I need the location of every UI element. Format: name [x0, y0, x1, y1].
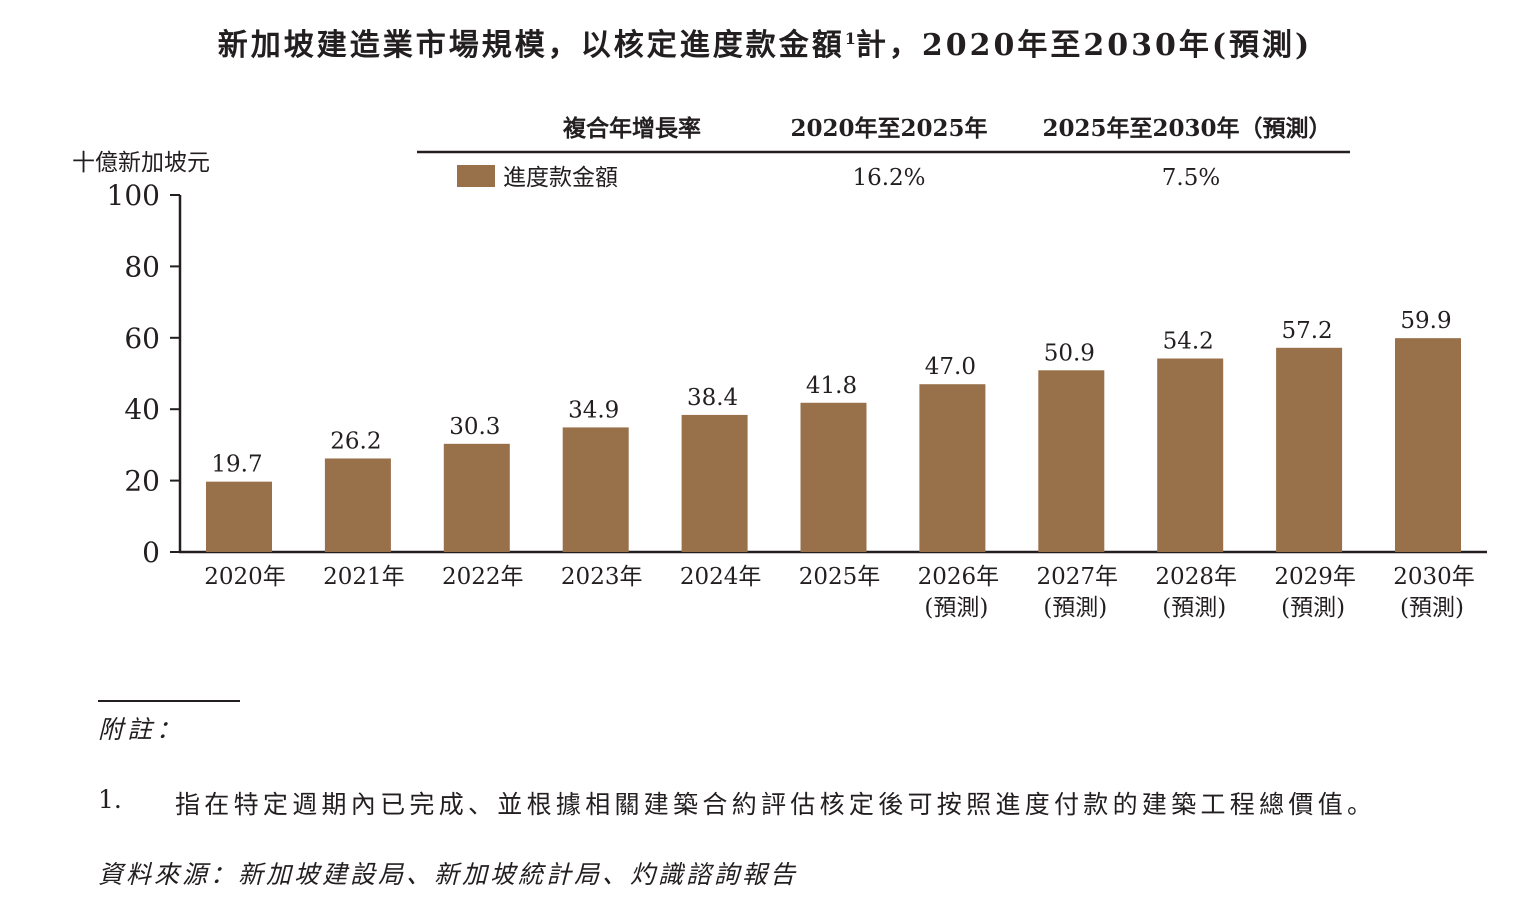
x-tick-label: 2022年 [442, 564, 524, 590]
cagr-value-1: 16.2% [852, 165, 925, 191]
data-label: 57.2 [1281, 318, 1332, 344]
data-label: 50.9 [1044, 340, 1095, 366]
legend-swatch [457, 165, 495, 187]
data-label: 34.9 [568, 397, 619, 423]
chart-title: 新加坡建造業市場規模，以核定進度款金額1計，2020年至2030年(預測) [0, 20, 1530, 64]
x-tick-sublabel: (預測) [1400, 595, 1464, 621]
bar [443, 443, 510, 552]
footnote-divider [98, 700, 240, 702]
x-tick-sublabel: (預測) [1281, 595, 1345, 621]
data-label: 26.2 [330, 428, 381, 454]
cagr-period-1: 2020年至2025年 [790, 115, 987, 142]
data-label: 19.7 [211, 452, 262, 478]
source-note: 資料來源：新加坡建設局、新加坡統計局、灼識諮詢報告 [98, 860, 799, 889]
bar [324, 458, 391, 552]
bar [1157, 358, 1224, 552]
data-label: 59.9 [1400, 308, 1451, 334]
note-1-number: 1. [98, 785, 122, 814]
bar-chart: 複合年增長率 2020年至2025年 2025年至2030年（預測） 進度款金額 16.… [72, 115, 1487, 621]
data-label: 47.0 [925, 354, 976, 380]
y-tick-label: 0 [142, 536, 160, 569]
y-tick-label: 20 [124, 465, 160, 498]
x-tick-sublabel: (預測) [924, 595, 988, 621]
x-tick-label: 2020年 [204, 564, 286, 590]
bar [681, 414, 748, 552]
bar [800, 402, 867, 552]
x-tick-label: 2021年 [323, 564, 405, 590]
data-label: 38.4 [687, 385, 738, 411]
cagr-period-2: 2025年至2030年（預測） [1042, 115, 1331, 142]
y-tick-label: 80 [124, 250, 160, 283]
note-1-text: 指在特定週期內已完成、並根據相關建築合約評估核定後可按照進度付款的建築工程總價值… [175, 790, 1377, 819]
y-tick-label: 100 [107, 179, 160, 212]
x-tick-label: 2024年 [680, 564, 762, 590]
bar [206, 481, 272, 552]
x-tick-label: 2023年 [561, 564, 643, 590]
data-label: 41.8 [806, 373, 857, 399]
x-tick-label: 2028年 [1155, 564, 1237, 590]
bar [1276, 347, 1343, 552]
data-label: 54.2 [1163, 329, 1214, 355]
cagr-header-label: 複合年增長率 [563, 115, 701, 142]
y-tick-label: 40 [124, 393, 160, 426]
footnote-marker: 1 [844, 29, 856, 48]
x-tick-sublabel: (預測) [1162, 595, 1226, 621]
x-tick-label: 2029年 [1274, 564, 1356, 590]
x-tick-label: 2026年 [918, 564, 1000, 590]
x-tick-label: 2025年 [799, 564, 881, 590]
cagr-value-2: 7.5% [1162, 165, 1220, 191]
y-axis-label: 十億新加坡元 [72, 150, 210, 176]
data-label: 30.3 [449, 414, 500, 440]
chart-title-rest: 計，2020年至2030年(預測) [855, 28, 1313, 63]
bar [1038, 370, 1105, 552]
x-tick-label: 2030年 [1393, 564, 1475, 590]
legend-label: 進度款金額 [503, 165, 618, 191]
bar [919, 384, 986, 552]
x-tick-label: 2027年 [1037, 564, 1119, 590]
bar [562, 427, 629, 552]
chart-title-main: 新加坡建造業市場規模，以核定進度款金額 [217, 28, 845, 63]
x-tick-sublabel: (預測) [1043, 595, 1107, 621]
bar [1395, 338, 1461, 552]
notes-heading: 附註： [98, 715, 186, 744]
y-tick-label: 60 [124, 322, 160, 355]
